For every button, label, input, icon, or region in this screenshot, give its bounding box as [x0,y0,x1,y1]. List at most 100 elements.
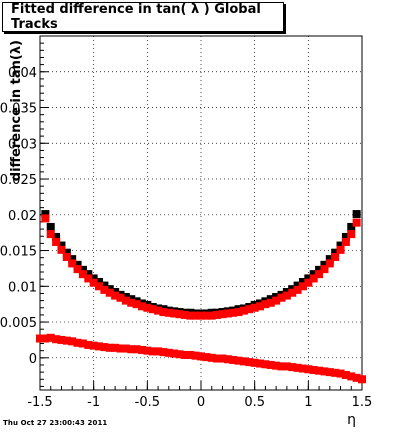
data-point-series-2 [57,245,66,254]
data-point-series-2 [137,302,146,311]
data-point-series-3 [62,336,71,345]
data-point-series-2 [132,300,141,309]
data-point-series-2 [100,285,109,294]
data-point-series-2 [121,296,130,305]
data-point-series-3 [52,335,61,344]
data-point-series-2 [207,311,216,320]
data-point-series-2 [256,302,265,311]
data-point-series-2 [288,288,297,297]
data-point-series-1 [309,270,318,279]
data-point-series-1 [293,281,302,290]
data-point-series-1 [352,210,361,219]
y-axis-label: difference in tan(λ) [9,40,24,181]
data-point-series-2 [347,230,356,239]
data-point-series-3 [197,352,205,361]
x-axis-label: η [347,412,356,428]
data-point-series-1 [73,260,82,269]
data-point-series-3 [154,347,163,356]
data-point-series-2 [250,303,259,312]
data-point-series-3 [239,357,248,366]
data-point-series-3 [250,358,259,367]
data-point-series-2 [78,270,87,279]
data-point-series-2 [46,230,55,239]
data-point-series-2 [336,245,345,254]
data-point-series-2 [68,259,77,268]
chart-title-box: Fitted difference in tan( λ ) Global Tra… [2,2,284,32]
data-point-series-3 [320,367,329,376]
data-point-series-3 [175,350,184,359]
data-point-series-1 [320,260,329,269]
x-tick-label: -0.5 [135,395,160,410]
data-point-series-3 [121,344,130,353]
data-point-series-3 [229,355,238,364]
data-point-series-3 [347,372,356,381]
data-point-series-2 [116,293,125,302]
data-point-series-3 [100,343,109,352]
data-point-series-2 [148,305,157,314]
data-point-series-2 [191,311,200,320]
data-point-series-3 [191,351,200,360]
data-point-series-2 [272,296,281,305]
data-point-series-3 [223,355,232,364]
data-point-series-3 [256,359,265,368]
data-point-series-3 [137,345,146,354]
data-point-series-2 [154,306,163,315]
data-point-series-3 [358,375,366,384]
data-point-series-2 [304,278,313,287]
data-point-series-2 [159,308,168,317]
data-point-series-2 [293,285,302,294]
data-point-series-3 [186,350,195,359]
data-point-series-3 [127,345,136,354]
data-point-series-3 [282,362,291,371]
data-point-series-3 [132,345,141,354]
data-point-series-2 [164,308,173,317]
data-point-series-2 [239,306,248,315]
x-tick-label: -1.5 [27,395,52,410]
data-point-series-3 [315,366,324,375]
data-point-series-2 [261,300,270,309]
data-point-series-2 [229,308,238,317]
data-point-series-3 [309,365,318,374]
data-point-series-1 [52,232,61,241]
data-point-series-1 [46,222,55,231]
data-point-series-2 [175,310,184,319]
data-point-series-3 [341,370,350,379]
data-point-series-1 [298,278,307,287]
data-point-series-2 [170,309,179,318]
data-point-series-3 [245,358,254,367]
y-tick-label: 0.015 [0,245,37,260]
data-point-series-1 [331,248,340,257]
data-point-series-3 [84,340,93,349]
data-point-series-2 [180,310,189,319]
data-point-series-2 [202,311,211,320]
y-tick-label: 0.035 [0,102,37,117]
data-point-series-2 [52,237,61,246]
data-point-series-2 [325,259,334,268]
y-tick-label: 0.01 [8,280,37,295]
data-point-series-3 [202,353,211,362]
y-tick-label: 0.04 [8,66,37,81]
data-point-series-3 [352,373,361,382]
data-point-series-3 [234,356,243,365]
y-tick-label: 0.025 [0,173,37,188]
data-point-series-2 [62,252,71,261]
data-point-series-3 [111,343,120,352]
data-point-series-2 [341,237,350,246]
data-point-series-3 [68,337,77,346]
data-point-series-2 [352,218,361,227]
data-point-series-3 [272,361,281,370]
data-point-series-3 [148,347,157,356]
data-point-series-1 [304,274,313,283]
data-point-series-2 [73,265,82,274]
data-point-series-3 [213,354,222,363]
data-point-series-2 [223,309,232,318]
data-point-series-1 [78,265,87,274]
data-point-series-3 [180,350,189,359]
data-point-series-3 [73,338,82,347]
data-point-series-3 [105,343,114,352]
data-point-series-2 [315,270,324,279]
data-point-series-1 [341,232,350,241]
data-point-series-3 [46,333,55,342]
